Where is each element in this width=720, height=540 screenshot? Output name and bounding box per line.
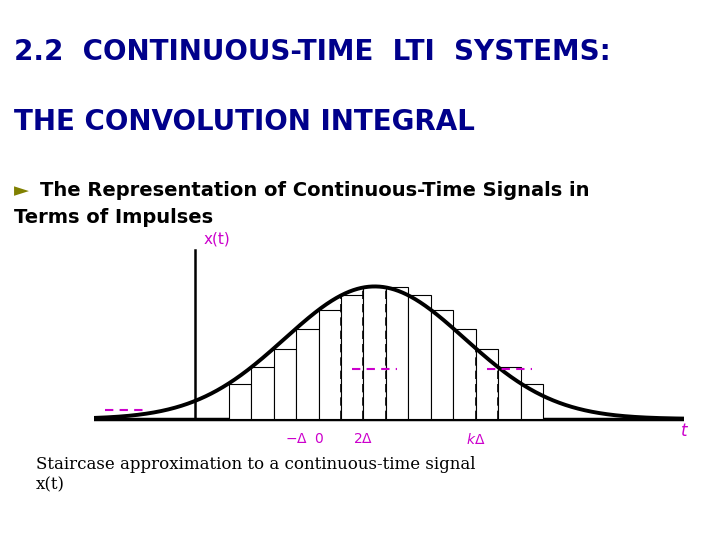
Bar (318, 310, 341, 419)
Text: t: t (681, 422, 688, 440)
Text: THE CONVOLUTION INTEGRAL: THE CONVOLUTION INTEGRAL (14, 108, 475, 136)
Text: x(t): x(t) (203, 231, 230, 246)
Bar (431, 310, 454, 419)
Text: $0$: $0$ (314, 432, 323, 446)
Bar (454, 328, 476, 419)
Bar (251, 367, 274, 419)
Bar (498, 367, 521, 419)
Text: Terms of Impulses: Terms of Impulses (14, 208, 214, 227)
Bar (274, 348, 296, 419)
Text: The Representation of Continuous-Time Signals in: The Representation of Continuous-Time Si… (40, 181, 589, 200)
Bar (521, 383, 544, 419)
Text: 2.2  CONTINUOUS-TIME  LTI  SYSTEMS:: 2.2 CONTINUOUS-TIME LTI SYSTEMS: (14, 38, 611, 66)
Bar (228, 383, 251, 419)
Text: ►: ► (14, 181, 30, 200)
Bar (364, 287, 386, 419)
Text: $k\Delta$: $k\Delta$ (467, 432, 486, 447)
Bar (296, 328, 318, 419)
Bar (476, 348, 498, 419)
Bar (341, 295, 364, 419)
Bar (386, 287, 408, 419)
Text: $-\Delta$: $-\Delta$ (284, 432, 307, 446)
Bar (408, 295, 431, 419)
Text: $2\Delta$: $2\Delta$ (354, 432, 374, 446)
Text: Staircase approximation to a continuous-time signal
x(t): Staircase approximation to a continuous-… (36, 456, 475, 493)
